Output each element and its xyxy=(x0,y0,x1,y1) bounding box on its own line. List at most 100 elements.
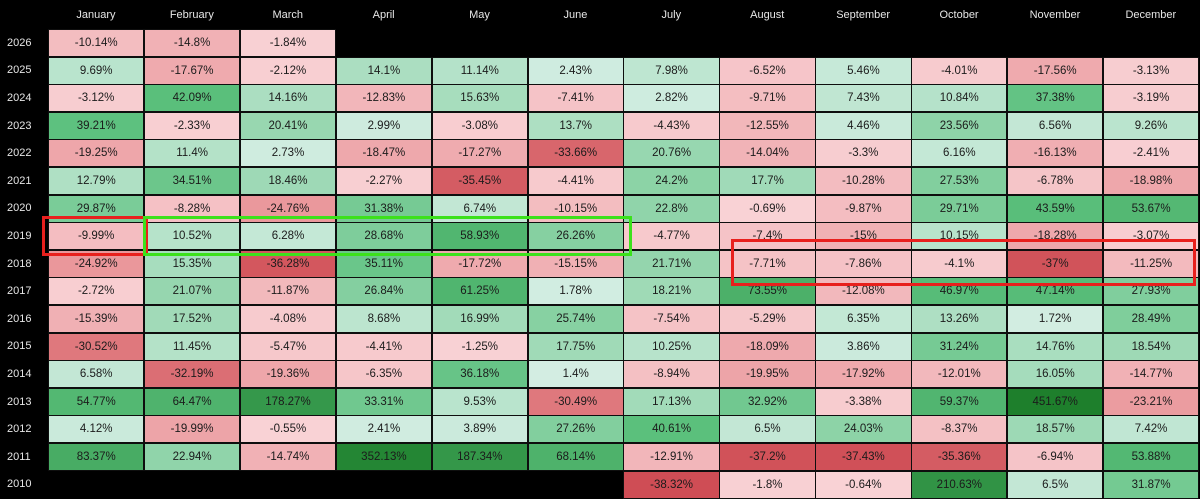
cell-2020-december: 53.67% xyxy=(1102,194,1200,223)
cell-2013-december: -23.21% xyxy=(1102,387,1200,416)
cell-2010-july: -38.32% xyxy=(623,470,720,499)
month-header-february: February xyxy=(169,8,214,21)
cell-2011-december: 53.88% xyxy=(1102,443,1200,472)
cell-2014-june: 1.4% xyxy=(527,360,624,389)
year-label-2022: 2022 xyxy=(7,147,32,160)
cell-2025-february: -17.67% xyxy=(143,56,241,85)
month-header-october: October xyxy=(939,8,979,21)
cell-2016-july: -7.54% xyxy=(623,305,720,334)
cell-2015-january: -30.52% xyxy=(48,332,145,361)
cell-2021-june: -4.41% xyxy=(527,167,624,196)
cell-2015-march: -5.47% xyxy=(239,332,337,361)
cell-2022-november: -16.13% xyxy=(1007,139,1104,168)
cell-2014-april: -6.35% xyxy=(335,360,433,389)
year-label-2018: 2018 xyxy=(7,257,32,270)
cell-2026-february: -14.8% xyxy=(143,29,241,58)
cell-2015-june: 17.75% xyxy=(527,332,624,361)
cell-2016-june: 25.74% xyxy=(527,305,624,334)
cell-2022-june: -33.66% xyxy=(527,139,624,168)
cell-2014-september: -17.92% xyxy=(815,360,912,389)
year-label-2012: 2012 xyxy=(7,423,32,436)
cell-2019-june: 26.26% xyxy=(527,222,624,251)
cell-2011-march: -14.74% xyxy=(239,443,337,472)
cell-2024-may: 15.63% xyxy=(431,84,528,113)
cell-2023-june: 13.7% xyxy=(527,111,624,140)
cell-2010-september: -0.64% xyxy=(815,470,912,499)
year-label-2015: 2015 xyxy=(7,340,32,353)
cell-2013-march: 178.27% xyxy=(239,387,337,416)
cell-2024-january: -3.12% xyxy=(48,84,145,113)
cell-2024-november: 37.38% xyxy=(1007,84,1104,113)
cell-2024-april: -12.83% xyxy=(335,84,433,113)
cell-2025-december: -3.13% xyxy=(1102,56,1200,85)
cell-2021-july: 24.2% xyxy=(623,167,720,196)
cell-2020-february: -8.28% xyxy=(143,194,241,223)
cell-2018-november: -37% xyxy=(1007,249,1104,278)
cell-2018-february: 15.35% xyxy=(143,249,241,278)
cell-2016-march: -4.08% xyxy=(239,305,337,334)
cell-2022-march: 2.73% xyxy=(239,139,337,168)
cell-2013-july: 17.13% xyxy=(623,387,720,416)
year-label-2026: 2026 xyxy=(7,36,32,49)
cell-2018-june: -15.15% xyxy=(527,249,624,278)
cell-2017-january: -2.72% xyxy=(48,277,145,306)
cell-2021-february: 34.51% xyxy=(143,167,241,196)
cell-2023-july: -4.43% xyxy=(623,111,720,140)
year-label-2024: 2024 xyxy=(7,91,32,104)
cell-2019-october: 10.15% xyxy=(911,222,1008,251)
cell-2013-june: -30.49% xyxy=(527,387,624,416)
cell-2018-october: -4.1% xyxy=(911,249,1008,278)
cell-2025-september: 5.46% xyxy=(815,56,912,85)
cell-2013-april: 33.31% xyxy=(335,387,433,416)
cell-2018-may: -17.72% xyxy=(431,249,528,278)
cell-2018-march: -36.28% xyxy=(239,249,337,278)
cell-2012-august: 6.5% xyxy=(719,415,816,444)
cell-2019-april: 28.68% xyxy=(335,222,433,251)
cell-2025-january: 9.69% xyxy=(48,56,145,85)
cell-2019-december: -3.07% xyxy=(1102,222,1200,251)
cell-2018-december: -11.25% xyxy=(1102,249,1200,278)
cell-2022-january: -19.25% xyxy=(48,139,145,168)
cell-2020-november: 43.59% xyxy=(1007,194,1104,223)
cell-2017-april: 26.84% xyxy=(335,277,433,306)
cell-2019-january: -9.99% xyxy=(48,222,145,251)
cell-2015-april: -4.41% xyxy=(335,332,433,361)
cell-2024-july: 2.82% xyxy=(623,84,720,113)
cell-2025-july: 7.98% xyxy=(623,56,720,85)
cell-2010-december: 31.87% xyxy=(1102,470,1200,499)
cell-2016-january: -15.39% xyxy=(48,305,145,334)
cell-2017-march: -11.87% xyxy=(239,277,337,306)
cell-2014-august: -19.95% xyxy=(719,360,816,389)
cell-2015-july: 10.25% xyxy=(623,332,720,361)
year-label-2025: 2025 xyxy=(7,64,32,77)
cell-2015-december: 18.54% xyxy=(1102,332,1200,361)
cell-2020-july: 22.8% xyxy=(623,194,720,223)
cell-2014-july: -8.94% xyxy=(623,360,720,389)
cell-2013-february: 64.47% xyxy=(143,387,241,416)
cell-2017-july: 18.21% xyxy=(623,277,720,306)
cell-2017-august: 73.55% xyxy=(719,277,816,306)
cell-2021-december: -18.98% xyxy=(1102,167,1200,196)
cell-2020-june: -10.15% xyxy=(527,194,624,223)
cell-2011-october: -35.36% xyxy=(911,443,1008,472)
cell-2026-march: -1.84% xyxy=(239,29,337,58)
cell-2016-february: 17.52% xyxy=(143,305,241,334)
year-label-2021: 2021 xyxy=(7,174,32,187)
cell-2020-january: 29.87% xyxy=(48,194,145,223)
cell-2023-november: 6.56% xyxy=(1007,111,1104,140)
cell-2011-november: -6.94% xyxy=(1007,443,1104,472)
year-label-2013: 2013 xyxy=(7,395,32,408)
cell-2010-august: -1.8% xyxy=(719,470,816,499)
cell-2022-october: 6.16% xyxy=(911,139,1008,168)
cell-2017-september: -12.08% xyxy=(815,277,912,306)
year-label-2020: 2020 xyxy=(7,202,32,215)
cell-2013-october: 59.37% xyxy=(911,387,1008,416)
cell-2020-march: -24.76% xyxy=(239,194,337,223)
cell-2014-december: -14.77% xyxy=(1102,360,1200,389)
cell-2021-october: 27.53% xyxy=(911,167,1008,196)
year-label-2011: 2011 xyxy=(7,450,31,463)
year-label-2016: 2016 xyxy=(7,312,32,325)
cell-2012-december: 7.42% xyxy=(1102,415,1200,444)
cell-2013-september: -3.38% xyxy=(815,387,912,416)
cell-2017-february: 21.07% xyxy=(143,277,241,306)
